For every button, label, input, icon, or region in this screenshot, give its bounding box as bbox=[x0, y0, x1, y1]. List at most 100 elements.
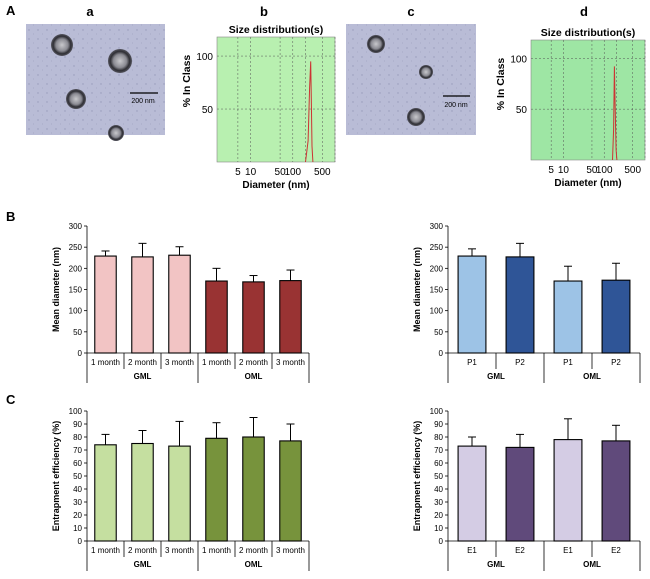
category-label: E2 bbox=[515, 546, 525, 555]
category-label: 3 month bbox=[165, 358, 194, 367]
category-label: 1 month bbox=[91, 546, 120, 555]
y-tick-label: 50 bbox=[434, 328, 443, 337]
category-label: 2 month bbox=[239, 358, 268, 367]
x-tick-label: 50 bbox=[275, 167, 287, 178]
category-label: 3 month bbox=[276, 358, 305, 367]
x-axis-label: Diameter (nm) bbox=[554, 178, 621, 189]
mean-diameter-storage-chart: 0 50 100 150 200 250 300 Mean diameter (nm) 1 mo… bbox=[51, 222, 310, 383]
x-tick-label: 500 bbox=[314, 167, 331, 178]
bar bbox=[94, 444, 117, 542]
bar bbox=[168, 445, 191, 542]
category-label: 1 month bbox=[91, 358, 120, 367]
section-label-b: B bbox=[6, 209, 15, 224]
entrapment-formulation-chart: 0 10 20 30 40 50 60 70 80 90 100 Entrapment efficie… bbox=[412, 407, 641, 571]
y-tick-label: 70 bbox=[73, 446, 82, 455]
y-tick-label: 90 bbox=[73, 420, 82, 429]
bar bbox=[553, 439, 583, 542]
category-label: P1 bbox=[563, 358, 573, 367]
x-tick-label: 10 bbox=[558, 165, 570, 176]
x-tick-label: 5 bbox=[548, 165, 554, 176]
bar bbox=[205, 280, 228, 354]
y-tick-label: 200 bbox=[69, 264, 83, 273]
section-label-c: C bbox=[6, 392, 16, 407]
chart-title: Size distribution(s) bbox=[541, 27, 636, 39]
y-tick-label: 30 bbox=[73, 498, 82, 507]
y-tick-label: 300 bbox=[430, 222, 444, 231]
category-label: 2 month bbox=[128, 546, 157, 555]
x-tick-label: 100 bbox=[284, 167, 301, 178]
entrapment-storage-chart: 0 10 20 30 40 50 60 70 80 90 100 Entrapment efficie… bbox=[51, 407, 310, 571]
y-tick-label: 80 bbox=[434, 433, 443, 442]
group-label: OML bbox=[245, 560, 263, 569]
plot-area bbox=[530, 39, 646, 161]
group-label: OML bbox=[583, 372, 601, 381]
group-label: OML bbox=[583, 560, 601, 569]
scale-bar-label: 200 nm bbox=[444, 102, 468, 109]
y-tick-label: 200 bbox=[430, 264, 444, 273]
y-tick-label: 100 bbox=[430, 407, 444, 416]
group-label: GML bbox=[487, 560, 505, 569]
y-axis-label: % In Class bbox=[495, 58, 507, 111]
y-axis-label: Entrapment efficiency (%) bbox=[51, 421, 61, 532]
y-tick-label: 150 bbox=[69, 286, 83, 295]
y-tick-label: 30 bbox=[434, 498, 443, 507]
micrograph-a-texture bbox=[26, 24, 165, 135]
bar bbox=[131, 256, 154, 354]
micrograph-c: 200 nm bbox=[346, 24, 476, 135]
bar bbox=[131, 442, 154, 542]
category-label: 2 month bbox=[128, 358, 157, 367]
y-tick-label: 250 bbox=[69, 243, 83, 252]
distribution-curve bbox=[612, 66, 618, 161]
vesicle-image bbox=[419, 65, 433, 79]
y-tick-label: 60 bbox=[73, 459, 82, 468]
y-tick-label: 0 bbox=[78, 349, 83, 358]
y-tick-label: 100 bbox=[69, 407, 83, 416]
x-axis-label: Diameter (nm) bbox=[242, 180, 309, 191]
group-label: OML bbox=[245, 372, 263, 381]
vesicle-image bbox=[108, 125, 124, 141]
bar bbox=[94, 255, 117, 354]
y-axis-label: Mean diameter (nm) bbox=[51, 247, 61, 332]
y-tick-label: 80 bbox=[73, 433, 82, 442]
panel-label-b: b bbox=[260, 4, 268, 19]
bar bbox=[601, 279, 631, 354]
section-label-a: A bbox=[6, 3, 16, 18]
y-axis-label: % In Class bbox=[181, 55, 193, 108]
mean-diameter-formulation-chart: 0 50 100 150 200 250 300 Mean diameter (nm) P1 P2… bbox=[412, 222, 641, 383]
y-tick-label: 300 bbox=[69, 222, 83, 231]
x-tick-label: 50 bbox=[586, 165, 598, 176]
y-tick-label: 50 bbox=[434, 472, 443, 481]
category-label: P2 bbox=[611, 358, 621, 367]
y-tick-label: 100 bbox=[510, 54, 527, 65]
vesicle-image bbox=[108, 49, 132, 73]
chart-title: Size distribution(s) bbox=[229, 24, 324, 36]
group-label: GML bbox=[134, 372, 152, 381]
y-tick-label: 0 bbox=[78, 537, 83, 546]
vesicle-image bbox=[407, 108, 425, 126]
bar bbox=[601, 440, 631, 542]
category-label: 2 month bbox=[239, 546, 268, 555]
y-tick-label: 10 bbox=[434, 524, 443, 533]
bar bbox=[279, 440, 302, 542]
bar bbox=[505, 446, 535, 542]
bar bbox=[279, 280, 302, 354]
x-tick-label: 10 bbox=[245, 167, 257, 178]
y-tick-label: 100 bbox=[430, 307, 444, 316]
y-axis-label: Mean diameter (nm) bbox=[412, 247, 422, 332]
y-tick-label: 50 bbox=[73, 328, 82, 337]
category-label: P2 bbox=[515, 358, 525, 367]
x-tick-label: 500 bbox=[624, 165, 641, 176]
category-label: 1 month bbox=[202, 546, 231, 555]
scale-bar-label: 200 nm bbox=[131, 98, 155, 105]
y-tick-label: 100 bbox=[69, 307, 83, 316]
category-label: E1 bbox=[563, 546, 573, 555]
y-tick-label: 0 bbox=[439, 349, 444, 358]
category-label: 1 month bbox=[202, 358, 231, 367]
panel-label-a: a bbox=[86, 4, 94, 19]
bar bbox=[457, 445, 487, 542]
bar bbox=[242, 281, 265, 354]
y-tick-label: 250 bbox=[430, 243, 444, 252]
